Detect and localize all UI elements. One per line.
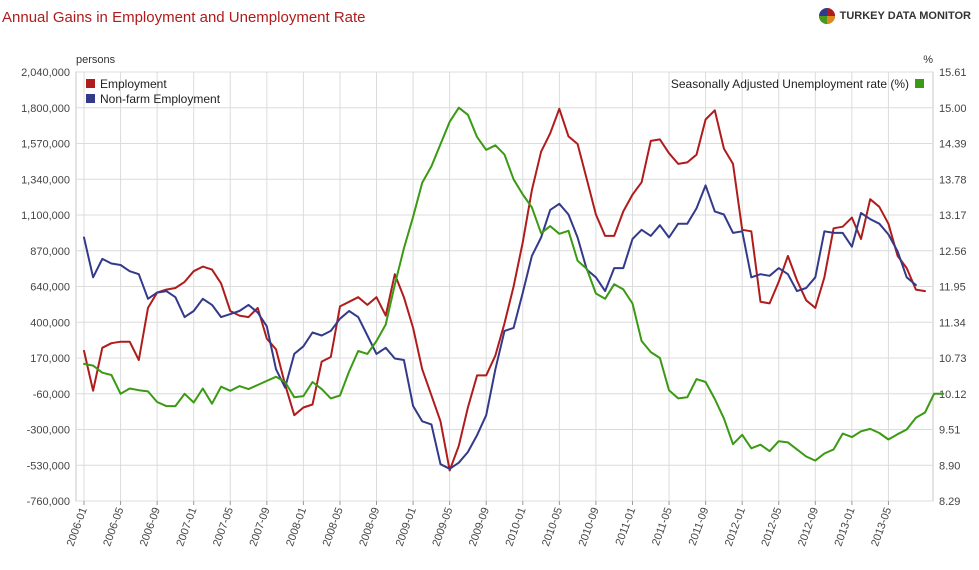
y-left-tick-label: 1,100,000	[21, 210, 70, 222]
y-left-tick-label: 170,000	[30, 353, 70, 365]
x-tick-label: 2012-09	[796, 506, 821, 548]
y-left-tick-label: -760,000	[27, 496, 70, 508]
brand-logo: TURKEY DATA MONITOR	[818, 7, 971, 25]
series-line-nonfarm	[83, 184, 917, 470]
y-right-tick-label: 13.17	[939, 210, 967, 222]
y-left-tick-label: 400,000	[30, 317, 70, 329]
x-tick-label: 2009-01	[394, 506, 419, 548]
x-tick-label: 2007-05	[211, 506, 236, 548]
brand-pie-icon	[818, 8, 835, 24]
x-tick-label: 2008-05	[321, 506, 346, 548]
y-right-tick-label: 10.73	[939, 353, 967, 365]
y-left-tick-label: 1,570,000	[21, 139, 70, 151]
legend-right: Seasonally Adjusted Unemployment rate (%…	[671, 77, 924, 91]
y-right-tick-label: 9.51	[939, 425, 960, 437]
x-tick-label: 2007-09	[248, 506, 273, 548]
x-tick-label: 2009-05	[430, 506, 455, 548]
legend-label-employment: Employment	[100, 77, 167, 91]
x-tick-label: 2011-09	[687, 506, 712, 547]
grid	[75, 71, 934, 502]
x-tick-label: 2013-05	[869, 506, 894, 548]
x-tick-label: 2006-01	[65, 506, 90, 548]
brand-name: TURKEY DATA MONITOR	[839, 10, 971, 22]
y-left-tick-label: -530,000	[27, 460, 70, 472]
x-tick-label: 2008-01	[284, 506, 309, 548]
y-left-tick-label: 640,000	[30, 282, 70, 294]
x-tick-label: 2012-05	[759, 506, 784, 548]
axes: 2,040,000 15.61 1,800,000 15.00 1,570,000 14.…	[21, 67, 966, 548]
x-tick-label: 2010-01	[504, 506, 529, 548]
y-left-tick-label: 2,040,000	[21, 67, 70, 79]
x-tick-label: 2007-01	[174, 506, 199, 548]
y-left-tick-label: 1,800,000	[21, 103, 70, 115]
x-tick-label: 2006-09	[138, 506, 163, 548]
y-right-tick-label: 15.61	[939, 67, 967, 79]
legend-label-nonfarm: Non-farm Employment	[100, 92, 221, 106]
chart-title: Annual Gains in Employment and Unemploym…	[2, 9, 366, 26]
x-tick-label: 2011-01	[613, 506, 638, 547]
x-tick-label: 2013-01	[833, 506, 858, 548]
x-tick-label: 2010-05	[540, 506, 565, 548]
y-right-tick-label: 8.90	[939, 460, 960, 472]
y-left-tick-label: 870,000	[30, 246, 70, 258]
series-line-unemployment	[83, 106, 945, 462]
x-tick-label: 2010-09	[577, 506, 602, 548]
y-right-tick-label: 12.56	[939, 246, 967, 258]
y-right-tick-label: 14.39	[939, 139, 967, 151]
y-right-tick-label: 15.00	[939, 103, 967, 115]
x-tick-label: 2012-01	[723, 506, 748, 548]
y-right-tick-label: 8.29	[939, 496, 960, 508]
x-tick-label: 2008-09	[357, 506, 382, 548]
y-left-tick-label: -300,000	[27, 425, 70, 437]
series-line-employment	[83, 107, 926, 472]
y-left-axis-label: persons	[76, 54, 116, 66]
legend-swatch-nonfarm	[86, 94, 95, 103]
y-right-tick-label: 11.95	[939, 282, 966, 294]
x-tick-label: 2011-05	[650, 506, 675, 547]
y-right-tick-label: 10.12	[939, 389, 967, 401]
y-left-tick-label: 1,340,000	[21, 174, 70, 186]
x-tick-label: 2009-09	[467, 506, 492, 548]
series-layer	[83, 106, 945, 472]
legend-swatch-employment	[86, 79, 95, 88]
y-right-axis-label: %	[923, 54, 933, 66]
legend-label-unemployment: Seasonally Adjusted Unemployment rate (%…	[671, 77, 909, 91]
y-right-tick-label: 13.78	[939, 174, 967, 186]
legend-left: Employment Non-farm Employment	[86, 77, 221, 106]
x-tick-label: 2006-05	[101, 506, 126, 548]
y-left-tick-label: -60,000	[33, 389, 70, 401]
y-right-tick-label: 11.34	[939, 317, 966, 329]
legend-swatch-unemployment	[915, 79, 924, 88]
